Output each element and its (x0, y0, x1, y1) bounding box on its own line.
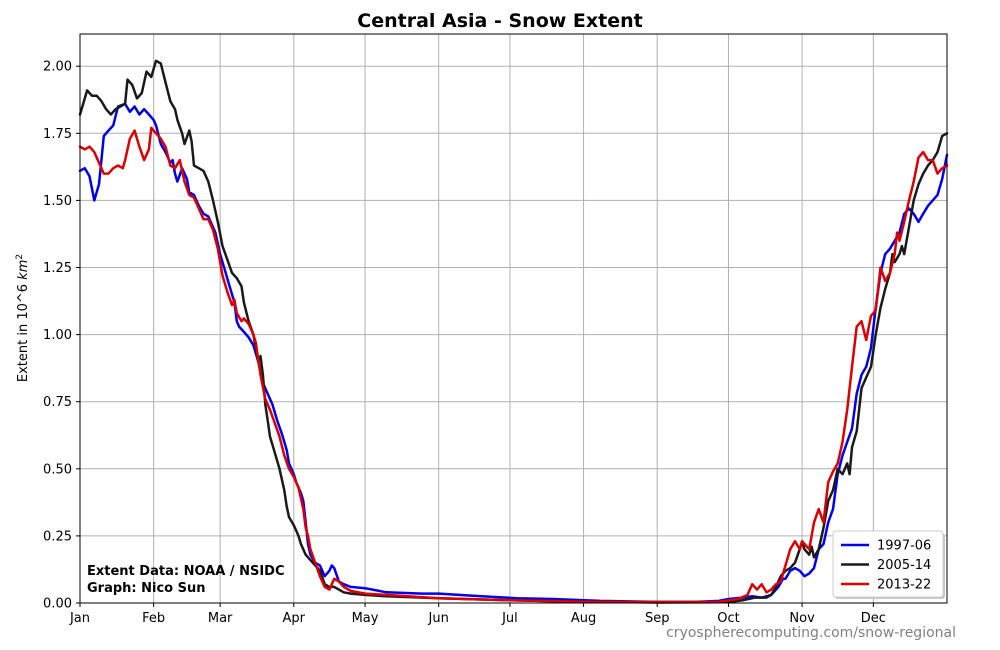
series-line-2013-22 (78, 126, 949, 604)
y-tick-label: 1.50 (43, 194, 72, 209)
watermark-url: cryospherecomputing.com/snow-regional (666, 625, 956, 641)
y-axis-label-prefix: Extent in 10^6 (16, 280, 31, 382)
x-tick-label: Jul (501, 611, 518, 626)
x-tick-label: Nov (789, 611, 815, 626)
y-tick-label: 1.75 (43, 127, 72, 142)
y-tick-label: 1.25 (43, 261, 72, 276)
x-tick-label: Sep (645, 611, 670, 626)
credit-graph-author: Graph: Nico Sun (87, 581, 206, 596)
legend-entry: 1997-06 (877, 539, 931, 554)
y-axis-label-exponent: 2 (15, 254, 25, 260)
axis-ticks: 0.00 0.25 0.50 0.75 1.00 1.25 1.50 1.75 2.00 Jan F… (43, 60, 886, 626)
x-tick-label: May (352, 611, 379, 626)
y-tick-label: 2.00 (43, 60, 72, 75)
x-tick-label: Aug (571, 611, 596, 626)
series-lines (78, 59, 949, 604)
legend-entry: 2005-14 (877, 558, 931, 573)
x-tick-label: Oct (717, 611, 739, 626)
x-tick-label: Apr (283, 611, 306, 626)
x-tick-label: Mar (208, 611, 233, 626)
y-axis-label: Extent in 10^6 km2 (15, 254, 31, 382)
y-tick-label: 1.00 (43, 328, 72, 343)
legend-box (832, 530, 944, 598)
x-tick-label: Feb (142, 611, 165, 626)
y-axis-label-unit: km (16, 260, 31, 280)
legend: 1997-06 2005-14 2013-22 (832, 530, 945, 599)
chart-title: Central Asia - Snow Extent (357, 10, 642, 32)
credit-data-source: Extent Data: NOAA / NSIDC (87, 564, 284, 579)
y-tick-label: 0.25 (43, 529, 72, 544)
x-tick-label: Dec (861, 611, 886, 626)
y-tick-label: 0.50 (43, 462, 72, 477)
x-tick-label: Jun (428, 611, 449, 626)
legend-entry: 2013-22 (877, 578, 931, 593)
series-line-2005-14 (78, 59, 949, 604)
series-line-1997-06 (78, 102, 949, 604)
plot-frame (79, 33, 948, 604)
y-tick-label: 0.75 (43, 395, 72, 410)
x-tick-label: Jan (69, 611, 90, 626)
y-tick-label: 0.00 (43, 597, 72, 612)
